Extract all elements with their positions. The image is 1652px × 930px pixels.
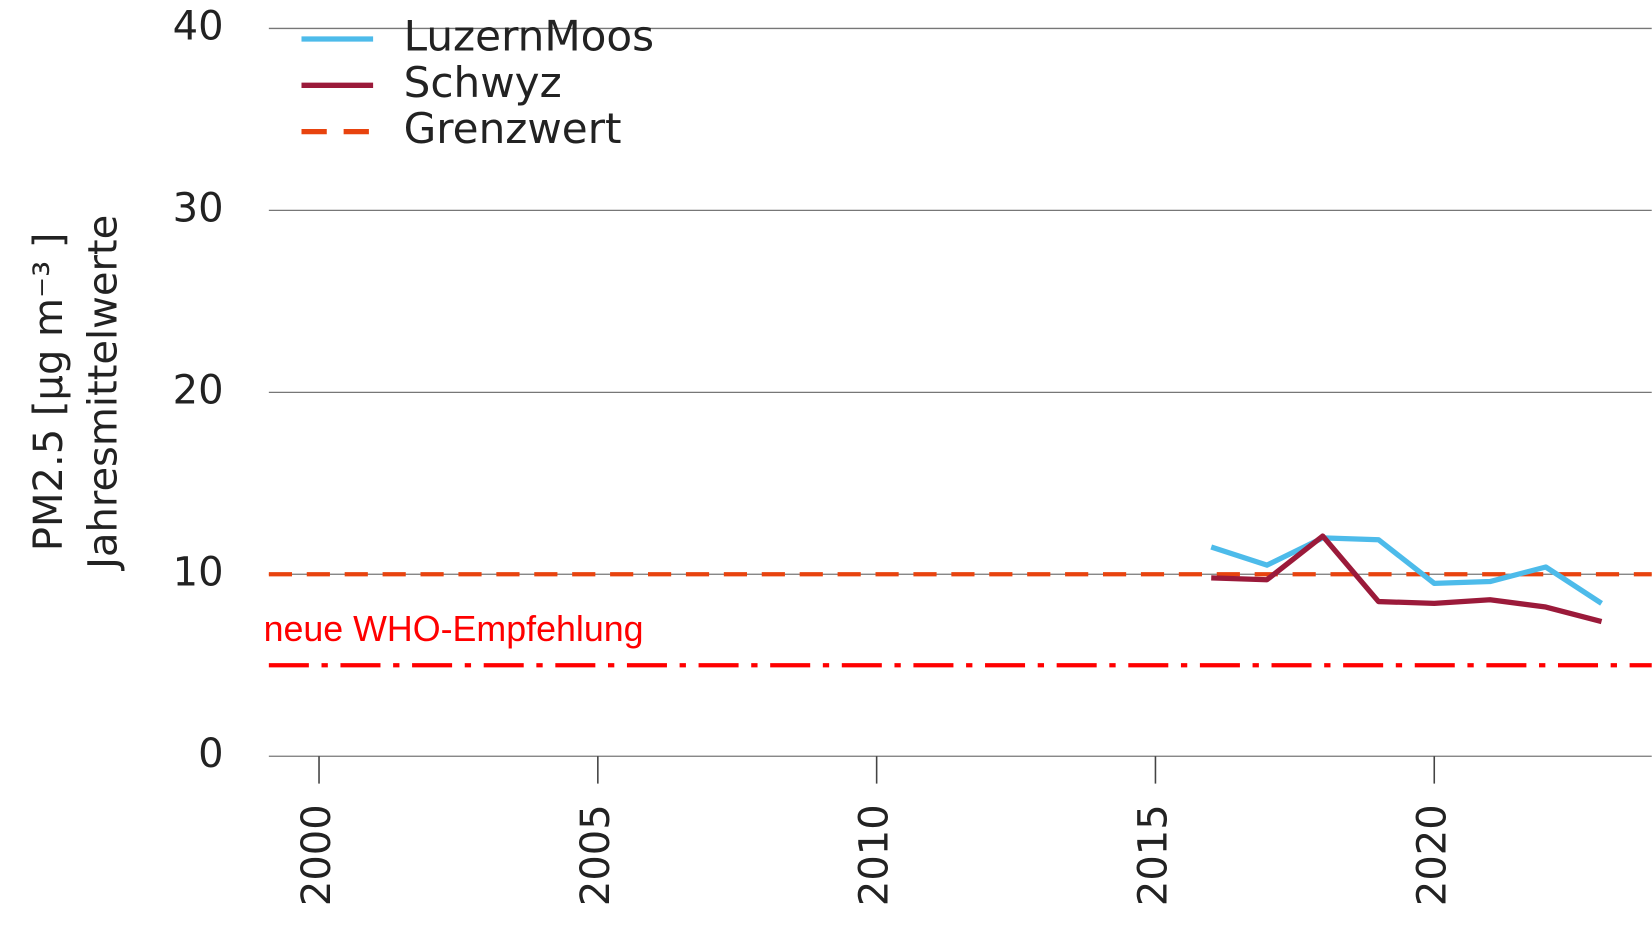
legend-label: Schwyz (404, 58, 562, 107)
data-line (1211, 533, 1603, 625)
y-label: PM2.5 [µg m⁻³ ] Jahresmittelwerte (26, 215, 127, 572)
y-label-line: PM2.5 [µg m⁻³ ] (26, 232, 72, 551)
legend-label: Grenzwert (404, 104, 622, 153)
x-tick-label: 2015 (1130, 804, 1176, 906)
x-tick-label: 2000 (294, 804, 340, 906)
x-tick-label: 2010 (852, 804, 898, 906)
y-tick-label: 0 (198, 731, 223, 777)
x-tick-label: 2020 (1409, 804, 1455, 906)
legend-label: LuzernMoos (404, 11, 654, 60)
y-label-line: Jahresmittelwerte (81, 215, 127, 572)
y-tick-label: 20 (173, 367, 224, 413)
x-tick-label: 2005 (573, 804, 619, 906)
y-tick-label: 30 (173, 185, 224, 231)
annotation: neue WHO-Empfehlung (264, 609, 644, 649)
y-tick-label: 10 (173, 549, 224, 595)
data-line (1210, 535, 1603, 606)
y-tick-label: 40 (173, 3, 224, 49)
